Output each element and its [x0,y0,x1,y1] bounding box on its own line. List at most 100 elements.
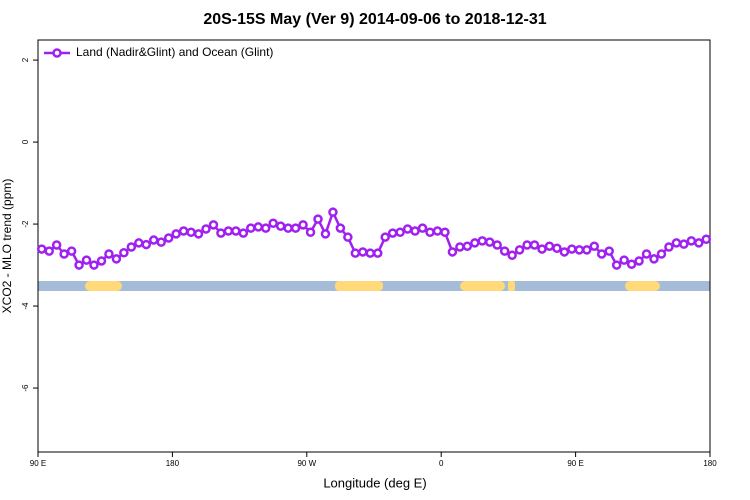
data-point [417,223,428,233]
data-point [410,226,420,236]
data-point [104,249,114,259]
data-point [298,220,308,230]
data-point [507,250,517,260]
data-point [328,207,338,217]
data-point [604,246,614,256]
data-point [156,237,166,247]
legend-marker [52,48,62,58]
data-point [96,256,107,266]
x-tick-label: 90 E [30,459,46,468]
data-point [178,226,189,236]
data-point [432,226,443,236]
x-axis-label: Longitude (deg E) [323,475,426,490]
data-point [671,238,682,248]
data-point [470,238,480,248]
data-point [679,239,689,249]
data-point [208,220,219,230]
data-point [59,249,69,259]
plot-frame [37,39,711,453]
x-tick-label: 0 [439,459,444,468]
data-point [664,242,674,252]
data-point [134,238,144,248]
data-point [51,240,62,250]
data-point [402,224,413,234]
data-point [484,237,495,247]
data-point [589,241,600,251]
data-point [141,239,152,250]
data-point [387,228,398,238]
data-point [81,255,92,265]
data-point [193,229,204,239]
data-point [186,227,196,238]
data-point [544,241,555,251]
data-point [201,224,211,234]
data-point [649,254,659,264]
data-point [701,234,712,244]
data-point [335,223,346,233]
x-tick-label: 180 [166,459,180,468]
data-point [268,218,278,228]
series-line [41,208,707,267]
data-point [171,229,181,239]
data-point [447,247,458,257]
data-point [596,249,607,259]
y-axis-label: XCO2 - MLO trend (ppm) [0,179,14,314]
data-point [425,227,435,238]
data-point [477,236,488,246]
data-point [395,227,405,238]
data-point [36,244,47,254]
data-point [320,229,331,239]
data-point [74,260,84,270]
x-tick-label: 90 E [567,459,583,468]
data-point [514,245,525,255]
y-tick-label: -2 [21,220,30,228]
data-point [305,227,316,238]
data-point [694,238,704,248]
data-point [582,245,592,255]
land-mask-land [85,281,660,291]
data-point [499,246,510,256]
data-point [537,244,547,254]
data-point [552,243,562,254]
data-point [567,244,577,254]
data-point [626,259,637,269]
data-point [686,236,697,246]
data-point [246,223,256,233]
data-point [641,249,652,259]
data-point [238,228,249,238]
data-point [380,232,390,242]
data-point [275,221,286,231]
data-point [611,260,622,270]
data-point [163,233,174,243]
data-point [455,242,465,252]
data-point [66,246,77,256]
data-point [253,222,264,232]
data-point [492,240,502,250]
y-tick-label: 2 [21,57,30,62]
data-point [350,248,361,258]
data-point [148,235,159,245]
data-point [283,223,293,233]
y-tick-label: -6 [21,384,30,392]
legend-label: Land (Nadir&Glint) and Ocean (Glint) [76,45,273,59]
data-point [231,226,241,236]
data-point [365,248,376,258]
x-tick-label: 180 [703,459,717,468]
data-point [358,247,368,257]
x-tick-label: 90 W [297,459,316,468]
data-point [440,227,450,238]
data-point [619,255,629,265]
data-point [574,245,585,255]
data-point [313,214,323,224]
y-tick-label: -4 [21,302,30,310]
data-point [216,228,226,238]
y-tick-label: 0 [21,139,30,144]
data-point [522,240,532,250]
data-point [223,226,234,236]
data-point [290,223,301,233]
data-point [559,247,570,257]
data-point [462,241,473,251]
data-point [634,256,644,266]
data-point [529,240,540,250]
